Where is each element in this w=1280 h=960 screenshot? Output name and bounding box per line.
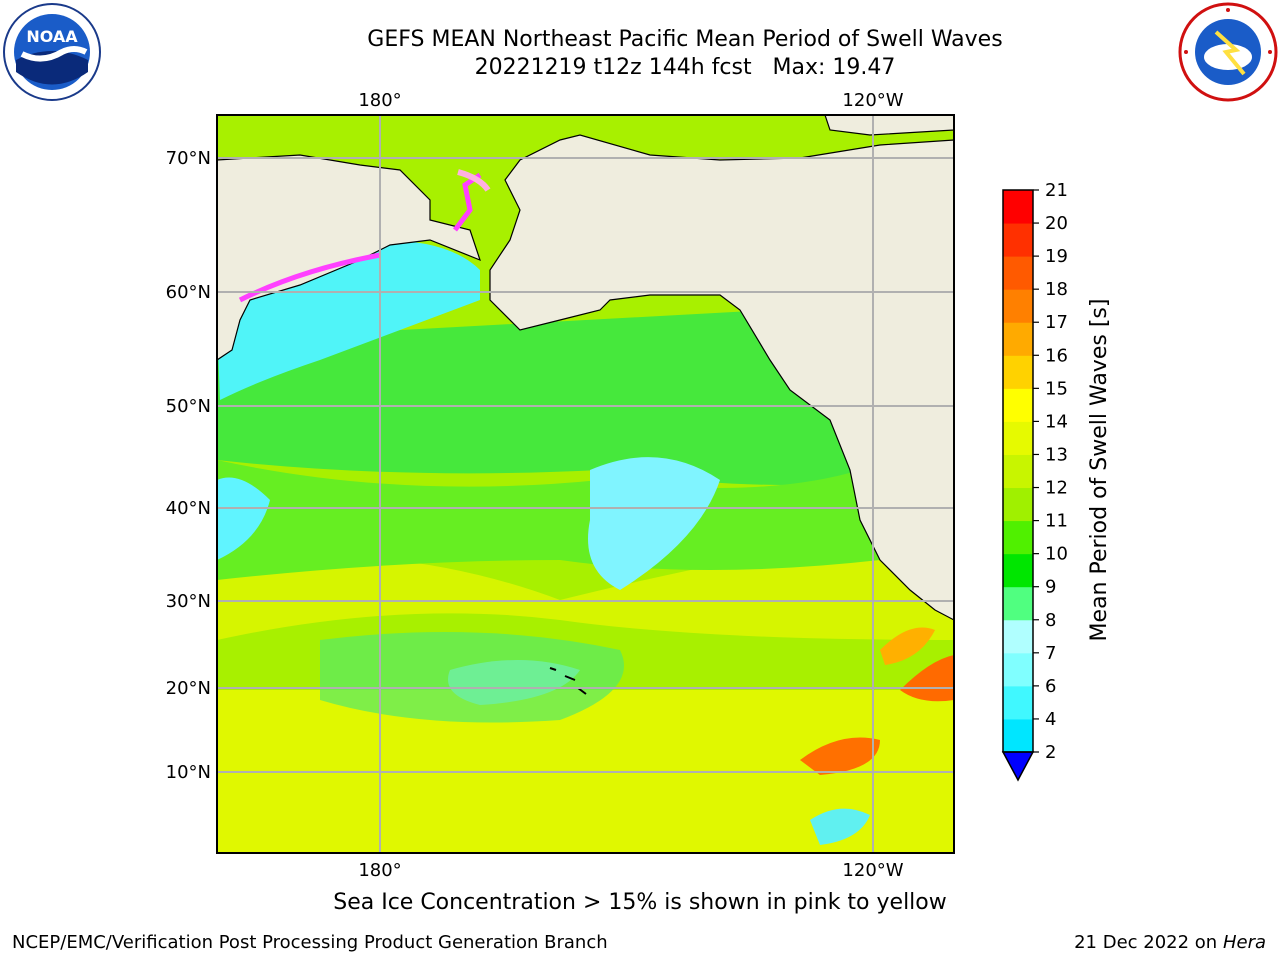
colorbar-segment bbox=[1003, 553, 1033, 588]
sea-ice-note: Sea Ice Concentration > 15% is shown in … bbox=[333, 890, 947, 915]
cyan-southeast bbox=[810, 808, 870, 845]
colorbar-segment bbox=[1003, 685, 1033, 720]
lon-label-top: 120°W bbox=[842, 90, 903, 111]
colorbar-tick-label: 15 bbox=[1045, 378, 1068, 399]
colorbar-label: Mean Period of Swell Waves [s] bbox=[1087, 299, 1112, 642]
colorbar-tick-label: 9 bbox=[1045, 577, 1056, 598]
lat-label: 30°N bbox=[166, 591, 211, 612]
grid bbox=[217, 115, 954, 853]
cyan-central bbox=[588, 457, 720, 590]
colorbar-segment bbox=[1003, 322, 1033, 356]
credit-date: 21 Dec 2022 on bbox=[1074, 932, 1218, 953]
yellow-band-mid bbox=[217, 520, 954, 640]
colorbar-segment bbox=[1003, 520, 1033, 555]
credit-right: 21 Dec 2022 on Hera bbox=[1074, 932, 1266, 953]
colorbar-extend-arrow bbox=[1001, 751, 1035, 782]
colorbar-segment bbox=[1003, 355, 1033, 389]
colorbar-tick-label: 21 bbox=[1045, 180, 1068, 201]
colorbar-tick-label: 17 bbox=[1045, 312, 1068, 333]
colorbar-tick-label: 4 bbox=[1045, 709, 1056, 730]
colorbar-tick-label: 12 bbox=[1045, 478, 1068, 499]
colorbar: 2 4 6 7 8 9 10 11 12 13 14 15 16 17 18 19 20 21 bbox=[1001, 180, 1068, 782]
colorbar-segment bbox=[1003, 586, 1033, 621]
colorbar-tick-label: 20 bbox=[1045, 213, 1068, 234]
colorbar-segment bbox=[1003, 289, 1033, 323]
noaa-logo: NOAA bbox=[3, 3, 101, 101]
colorbar-tick-label: 2 bbox=[1045, 742, 1056, 763]
land-north-america bbox=[489, 134, 954, 621]
lon-label-top: 180° bbox=[358, 90, 401, 111]
land-alaska-top bbox=[824, 115, 954, 136]
map-frame bbox=[216, 114, 955, 854]
nws-logo bbox=[1178, 2, 1278, 102]
colorbar-segment bbox=[1003, 190, 1033, 224]
colorbar-segment bbox=[1003, 388, 1033, 422]
colorbar-tick-label: 7 bbox=[1045, 643, 1056, 664]
colorbar-tick-label: 10 bbox=[1045, 544, 1068, 565]
orange-patch-3 bbox=[880, 627, 935, 665]
green-hawaii bbox=[320, 632, 624, 723]
title-line-2: 20221219 t12z 144h fcst Max: 19.47 bbox=[474, 55, 896, 80]
colorbar-tick-label: 14 bbox=[1045, 411, 1068, 432]
lat-labels: 70°N 60°N 50°N 40°N 30°N 20°N 10°N bbox=[166, 148, 211, 783]
colorbar-tick-label: 18 bbox=[1045, 279, 1068, 300]
colorbar-tick-label: 8 bbox=[1045, 610, 1056, 631]
sea-ice-strait bbox=[457, 169, 491, 192]
colorbar-segment bbox=[1003, 619, 1033, 654]
lat-label: 50°N bbox=[166, 396, 211, 417]
title-line-1: GEFS MEAN Northeast Pacific Mean Period … bbox=[367, 27, 1003, 52]
colorbar-tick-label: 11 bbox=[1045, 511, 1068, 532]
lat-label: 10°N bbox=[166, 762, 211, 783]
credit-host: Hera bbox=[1222, 932, 1266, 953]
svg-text:NOAA: NOAA bbox=[26, 27, 78, 46]
map-title: GEFS MEAN Northeast Pacific Mean Period … bbox=[180, 26, 1190, 82]
colorbar-tick-label: 6 bbox=[1045, 676, 1056, 697]
colorbar-segment bbox=[1003, 652, 1033, 687]
lon-label-bottom: 180° bbox=[358, 860, 401, 881]
colorbar-tick-label: 16 bbox=[1045, 345, 1068, 366]
orange-patch-1 bbox=[800, 737, 880, 775]
colorbar-segment bbox=[1003, 487, 1033, 522]
lat-label: 40°N bbox=[166, 498, 211, 519]
lat-label: 20°N bbox=[166, 678, 211, 699]
colorbar-tick-label: 19 bbox=[1045, 246, 1068, 267]
land-siberia bbox=[217, 115, 481, 361]
colorbar-segment bbox=[1003, 718, 1033, 753]
lat-label: 70°N bbox=[166, 148, 211, 169]
colorbar-segment bbox=[1003, 223, 1033, 257]
colorbar-frame bbox=[1002, 189, 1034, 753]
lon-label-bottom: 120°W bbox=[842, 860, 903, 881]
colorbar-segment bbox=[1003, 454, 1033, 489]
cyan-west bbox=[217, 477, 270, 560]
colorbar-tick-label: 13 bbox=[1045, 444, 1068, 465]
lon-labels: 180° 120°W 180° 120°W bbox=[358, 90, 903, 881]
colorbar-segment bbox=[1003, 421, 1033, 455]
credit-left: NCEP/EMC/Verification Post Processing Pr… bbox=[12, 932, 608, 953]
colorbar-segment bbox=[1003, 256, 1033, 290]
lat-label: 60°N bbox=[166, 282, 211, 303]
orange-patch-2 bbox=[900, 655, 954, 702]
